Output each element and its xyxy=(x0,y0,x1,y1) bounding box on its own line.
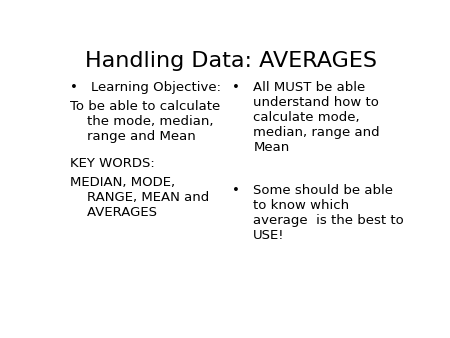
Text: Some should be able
to know which
average  is the best to
USE!: Some should be able to know which averag… xyxy=(253,184,404,242)
Text: MEDIAN, MODE,
    RANGE, MEAN and
    AVERAGES: MEDIAN, MODE, RANGE, MEAN and AVERAGES xyxy=(70,176,209,219)
Text: •: • xyxy=(70,81,78,94)
Text: •: • xyxy=(232,184,240,197)
Text: Handling Data: AVERAGES: Handling Data: AVERAGES xyxy=(85,51,377,71)
Text: To be able to calculate
    the mode, median,
    range and Mean: To be able to calculate the mode, median… xyxy=(70,100,220,143)
Text: All MUST be able
understand how to
calculate mode,
median, range and
Mean: All MUST be able understand how to calcu… xyxy=(253,81,380,154)
Text: KEY WORDS:: KEY WORDS: xyxy=(70,157,155,170)
Text: Learning Objective:: Learning Objective: xyxy=(91,81,221,94)
Text: •: • xyxy=(232,81,240,94)
